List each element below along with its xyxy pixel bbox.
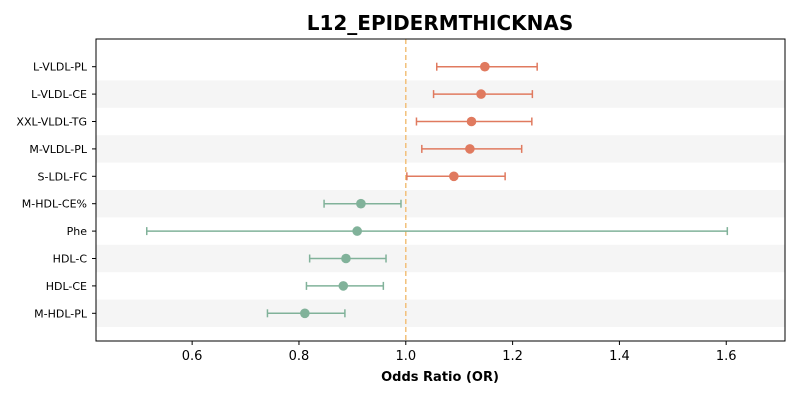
y-tick-label: XXL-VLDL-TG xyxy=(16,116,87,129)
point-Phe xyxy=(352,226,362,236)
x-tick-label: 0.8 xyxy=(289,349,310,364)
ci-Phe xyxy=(145,227,729,236)
y-tick-label: M-HDL-CE% xyxy=(22,198,87,211)
y-tick-label: M-HDL-PL xyxy=(34,307,88,320)
y-tick-label: HDL-CE xyxy=(46,280,87,293)
point-HDL-CE xyxy=(338,281,349,291)
point-HDL-C xyxy=(341,253,351,264)
point-M-HDL-CE% xyxy=(356,198,366,209)
row-bands xyxy=(96,80,785,327)
y-tick-label: S-LDL-FC xyxy=(38,170,88,183)
x-tick-label: 1.6 xyxy=(716,349,737,364)
y-axis: L-VLDL-PL L-VLDL-CE XXL-VLDL-TG M-VLDL-PL S-… xyxy=(16,61,96,320)
chart-title: L12_EPIDERMTHICKNAS xyxy=(307,11,574,35)
row-band xyxy=(96,299,785,327)
point-L-VLDL-CE xyxy=(476,89,486,99)
point-S-LDL-FC xyxy=(449,171,459,182)
x-tick-label: 1.2 xyxy=(502,349,523,364)
x-tick-label: 1.4 xyxy=(609,349,630,364)
y-tick-label: Phe xyxy=(67,225,88,238)
y-tick-label: L-VLDL-CE xyxy=(31,88,87,101)
y-tick-label: M-VLDL-PL xyxy=(29,143,87,156)
x-axis: 0.6 0.8 1.0 1.2 1.4 1.6 xyxy=(182,341,737,364)
x-axis-label: Odds Ratio (OR) xyxy=(381,370,499,385)
x-tick-label: 1.0 xyxy=(395,349,416,364)
y-tick-label: L-VLDL-PL xyxy=(33,61,88,74)
x-tick-label: 0.6 xyxy=(182,349,203,364)
plot-frame xyxy=(95,38,786,342)
row-band xyxy=(96,244,785,273)
point-XXL-VLDL-TG xyxy=(466,116,477,127)
y-tick-label: HDL-C xyxy=(53,253,88,266)
point-M-HDL-PL xyxy=(300,308,310,319)
point-M-VLDL-PL xyxy=(465,144,475,154)
odds-ratio-points xyxy=(300,61,490,319)
row-band xyxy=(96,190,785,218)
point-L-VLDL-PL xyxy=(480,61,490,72)
